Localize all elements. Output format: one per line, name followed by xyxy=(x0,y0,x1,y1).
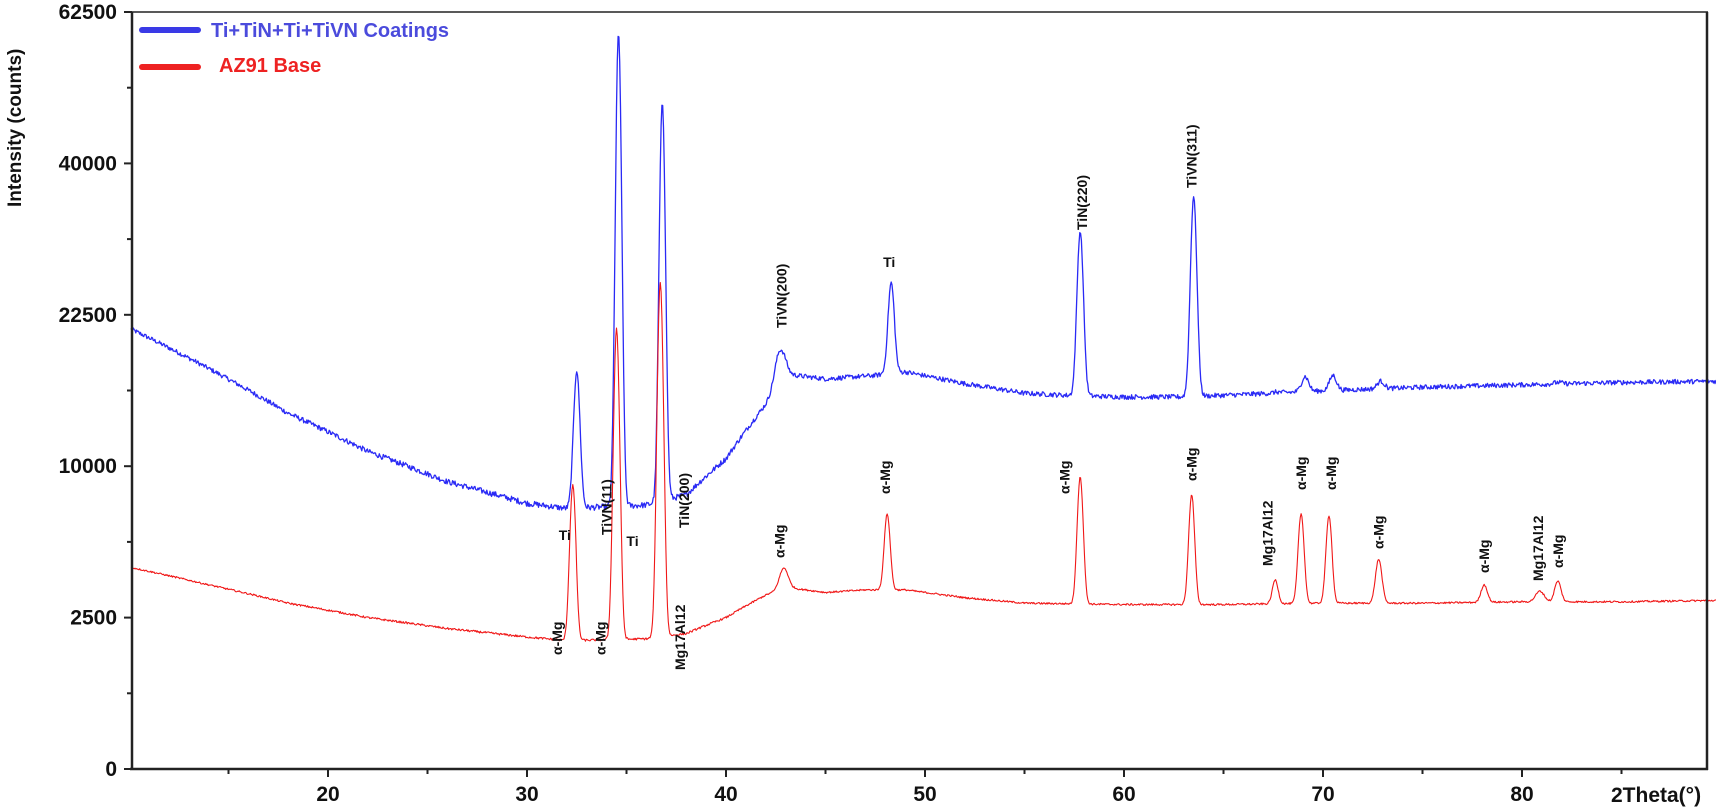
x-tick-label: 80 xyxy=(1510,783,1533,806)
y-axis-title: Intensity (counts) xyxy=(5,49,26,207)
x-tick-label: 20 xyxy=(316,783,339,806)
legend-label-az91: AZ91 Base xyxy=(219,55,321,77)
peak-label: Mg17Al12 xyxy=(672,604,688,670)
y-tick-label: 40000 xyxy=(59,152,117,175)
plot-series xyxy=(130,35,1716,642)
peak-label: α-Mg xyxy=(593,622,609,655)
x-axis-ticks: 20 30 40 50 60 70 80 xyxy=(227,769,1623,806)
peak-label: α-Mg xyxy=(549,622,565,655)
peak-label: TiN(220) xyxy=(1074,175,1090,230)
y-tick-label: 2500 xyxy=(70,607,117,630)
peak-label: TiN(200) xyxy=(676,473,692,528)
peak-label: α-Mg xyxy=(1371,516,1387,549)
y-axis-ticks: 0 2500 10000 22500 40000 62500 xyxy=(59,1,132,781)
peak-annotations: Ti TiVN(11) Ti TiN(200) TiVN(200) Ti TiN(220) T… xyxy=(549,124,1566,670)
y-tick-label: 22500 xyxy=(59,304,117,327)
x-tick-label: 60 xyxy=(1112,783,1135,806)
x-tick-label: 30 xyxy=(515,783,538,806)
peak-label: TiVN(311) xyxy=(1184,124,1200,188)
peak-label: Ti xyxy=(559,527,571,543)
x-axis-title: 2Theta(°) xyxy=(1611,784,1701,807)
peak-label: α-Mg xyxy=(1184,448,1200,481)
y-tick-label: 62500 xyxy=(59,1,117,24)
legend: Ti+TiN+Ti+TiVN Coatings AZ91 Base xyxy=(139,20,449,77)
peak-label: α-Mg xyxy=(772,525,788,558)
peak-label: Ti xyxy=(626,533,638,549)
peak-label: α-Mg xyxy=(1323,457,1339,490)
y-tick-label: 10000 xyxy=(59,455,117,478)
peak-label: α-Mg xyxy=(1293,457,1309,490)
legend-label-coatings: Ti+TiN+Ti+TiVN Coatings xyxy=(211,20,449,42)
peak-label: Mg17Al12 xyxy=(1259,500,1275,566)
peak-label: α-Mg xyxy=(877,461,893,494)
coatings-series-line xyxy=(130,35,1716,511)
plot-frame xyxy=(130,11,1709,771)
x-tick-label: 70 xyxy=(1311,783,1334,806)
x-tick-label: 50 xyxy=(913,783,936,806)
peak-label: α-Mg xyxy=(1550,535,1566,568)
peak-label: α-Mg xyxy=(1476,540,1492,573)
peak-label: Ti xyxy=(883,254,895,270)
y-tick-label: 0 xyxy=(105,758,117,781)
x-tick-label: 40 xyxy=(714,783,737,806)
peak-label: Mg17Al12 xyxy=(1530,515,1546,581)
peak-label: TiVN(11) xyxy=(599,479,615,535)
peak-label: TiVN(200) xyxy=(774,264,790,328)
peak-label: α-Mg xyxy=(1056,461,1072,494)
az91-series-line xyxy=(130,281,1716,642)
